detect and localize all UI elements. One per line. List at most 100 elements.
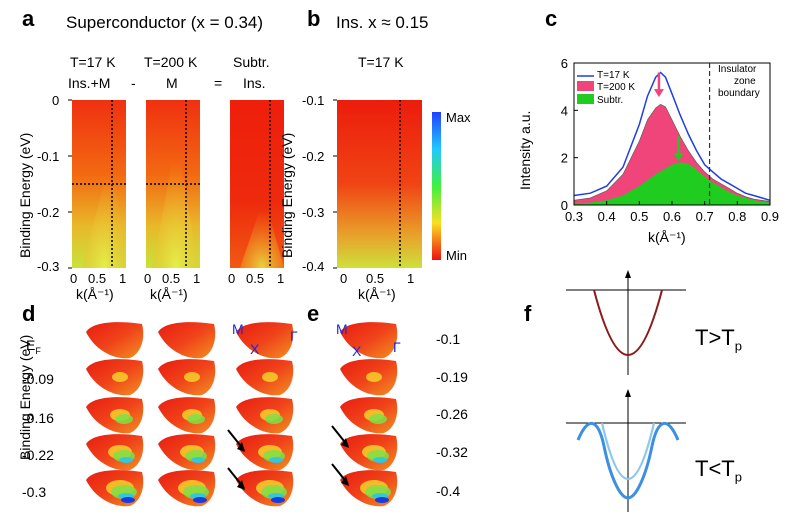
- series-area-subtr-: [574, 162, 770, 205]
- chart-ytick-label-2: 4: [561, 103, 568, 118]
- chart-arrow-head-1: [673, 153, 684, 162]
- f-bottom-light-parabola: [600, 422, 656, 481]
- fs-map-d-c0-r2: [86, 397, 144, 434]
- chart-xtick-label-6: 0.9: [761, 209, 779, 224]
- b-ytick-1: -0.2: [302, 149, 325, 164]
- fs-map-d-c1-r4: [158, 470, 216, 507]
- f-bottom-gapped-band: [576, 421, 680, 500]
- a-xtick-1b: 1: [193, 271, 201, 286]
- colorbar-max: Max: [446, 110, 471, 125]
- a-ytick-3: -0.3: [37, 259, 60, 274]
- panel-label-a: a: [22, 6, 35, 31]
- e-energy-0: -0.1: [436, 331, 461, 347]
- fs-map-e-c0-r3: [340, 434, 398, 471]
- fs-map-e-c0-r2: [340, 397, 398, 434]
- b-xlabel: k(Å⁻¹): [358, 286, 396, 302]
- fs-map-e-c0-r3-cyan: [373, 457, 387, 463]
- chart-xlabel: k(Å⁻¹): [648, 229, 686, 245]
- a-xtick-0c: 0: [228, 271, 236, 286]
- e-label-M: M: [336, 321, 348, 337]
- band-dispersion-17k: [82, 150, 126, 268]
- fs-arrow-head-2: [341, 438, 349, 448]
- fs-map-e-c0-r1-yellow: [366, 372, 382, 382]
- legend-label-17k: T=17 K: [597, 70, 630, 81]
- e-energy-3: -0.32: [436, 444, 468, 460]
- boundary-label-3: boundary: [718, 88, 760, 99]
- legend-swatch-subtr: [577, 94, 594, 104]
- b-xtick-0: 0: [340, 271, 348, 286]
- panel-a-ylabel: Binding Energy (eV): [17, 132, 33, 258]
- chart-xtick-label-3: 0.6: [663, 209, 681, 224]
- arpes-map-insulator: [337, 100, 422, 268]
- legend-swatch-200k: [577, 81, 594, 91]
- band-dispersion-subtr: [240, 195, 284, 268]
- fs-map-d-c2-r3: [236, 434, 294, 471]
- panel-b-title: Ins. x ≈ 0.15: [336, 13, 429, 32]
- chart-xtick-label-5: 0.8: [728, 209, 746, 224]
- fs-map-e-c0-r0-surface: [340, 322, 398, 359]
- panel-b-ylabel: Binding Energy (eV): [279, 132, 295, 258]
- colorbar-min: Min: [446, 248, 467, 263]
- a-ytick-2: -0.2: [37, 205, 60, 220]
- panel-b: [333, 99, 441, 269]
- boundary-label-1: Insulator: [718, 64, 757, 75]
- d-label-Gamma: Γ: [290, 328, 298, 344]
- f-top-parabola: [593, 289, 663, 356]
- fs-map-d-c1-r0: [158, 322, 216, 359]
- colorbar: [432, 112, 441, 260]
- fs-map-d-c0-r0-surface: [86, 322, 144, 359]
- panel-a: [68, 99, 284, 269]
- fs-map-d-c2-r2-green: [265, 414, 283, 424]
- fs-map-d-c2-r2: [236, 397, 294, 434]
- fs-map-d-c0-r3-cyan: [119, 457, 133, 463]
- a-xtick-0: 0: [70, 271, 78, 286]
- fermi-surface-maps: [86, 322, 398, 507]
- col-content-ins: Ins.: [243, 75, 266, 91]
- fs-map-d-c1-r2-green: [187, 414, 205, 424]
- b-ytick-3: -0.4: [302, 259, 325, 274]
- fs-map-d-c2-r1-yellow: [262, 372, 278, 382]
- col-temp-17k: T=17 K: [70, 54, 116, 70]
- a-xtick-05b: 0.5: [162, 271, 181, 286]
- fs-map-d-c2-r4: [236, 470, 294, 507]
- fs-map-d-c2-r0-surface: [236, 322, 294, 359]
- fs-map-d-c0-r2-green: [115, 414, 133, 424]
- legend-label-200k: T=200 K: [597, 82, 636, 93]
- e-energy-1: -0.19: [436, 369, 468, 385]
- panel-label-c: c: [545, 6, 558, 31]
- chart-y-ticks: 0 2 4 6: [561, 56, 578, 213]
- fs-map-d-c1-r3: [158, 434, 216, 471]
- panel-label-b: b: [307, 6, 321, 31]
- a-xlabel-1: k(Å⁻¹): [76, 286, 114, 302]
- chart-ytick-label-1: 2: [561, 151, 568, 166]
- e-energy-2: -0.26: [436, 406, 468, 422]
- chart-xtick-label-4: 0.7: [696, 209, 714, 224]
- chart-marks: [573, 71, 771, 206]
- fs-map-d-c2-r4-blue: [271, 497, 285, 503]
- fs-map-e-c0-r0: [340, 322, 398, 359]
- operator-equals: =: [214, 75, 223, 91]
- series-area-t-200-k: [573, 104, 771, 206]
- fs-map-d-c2-r3-cyan: [269, 457, 283, 463]
- b-ytick-0: -0.1: [302, 93, 325, 108]
- chart-ylabel: Intensity a.u.: [517, 110, 533, 190]
- a-xtick-05c: 0.5: [246, 271, 265, 286]
- fs-map-d-c0-r1-yellow: [112, 372, 128, 382]
- chart-xtick-label-1: 0.4: [598, 209, 616, 224]
- a-xtick-05: 0.5: [88, 271, 107, 286]
- b-xtick-1: 1: [407, 271, 415, 286]
- series-line-t-17-k: [573, 71, 771, 202]
- d-label-X: X: [250, 341, 260, 357]
- fs-arrow-head-1: [237, 480, 245, 490]
- fs-map-e-c0-r1: [340, 359, 398, 396]
- panel-label-f: f: [524, 301, 532, 326]
- fs-map-d-c0-r4: [86, 470, 144, 507]
- panel-label-d: d: [22, 301, 36, 326]
- a-xtick-0b: 0: [144, 271, 152, 286]
- chart-arrow-head-0: [653, 89, 664, 98]
- fs-map-d-c1-r3-cyan: [191, 457, 205, 463]
- a-xlabel-2: k(Å⁻¹): [150, 286, 188, 302]
- fs-map-d-c0-r0: [86, 322, 144, 359]
- a-ytick-1: -0.1: [37, 149, 60, 164]
- col-content-ins-m: Ins.+M: [68, 75, 111, 91]
